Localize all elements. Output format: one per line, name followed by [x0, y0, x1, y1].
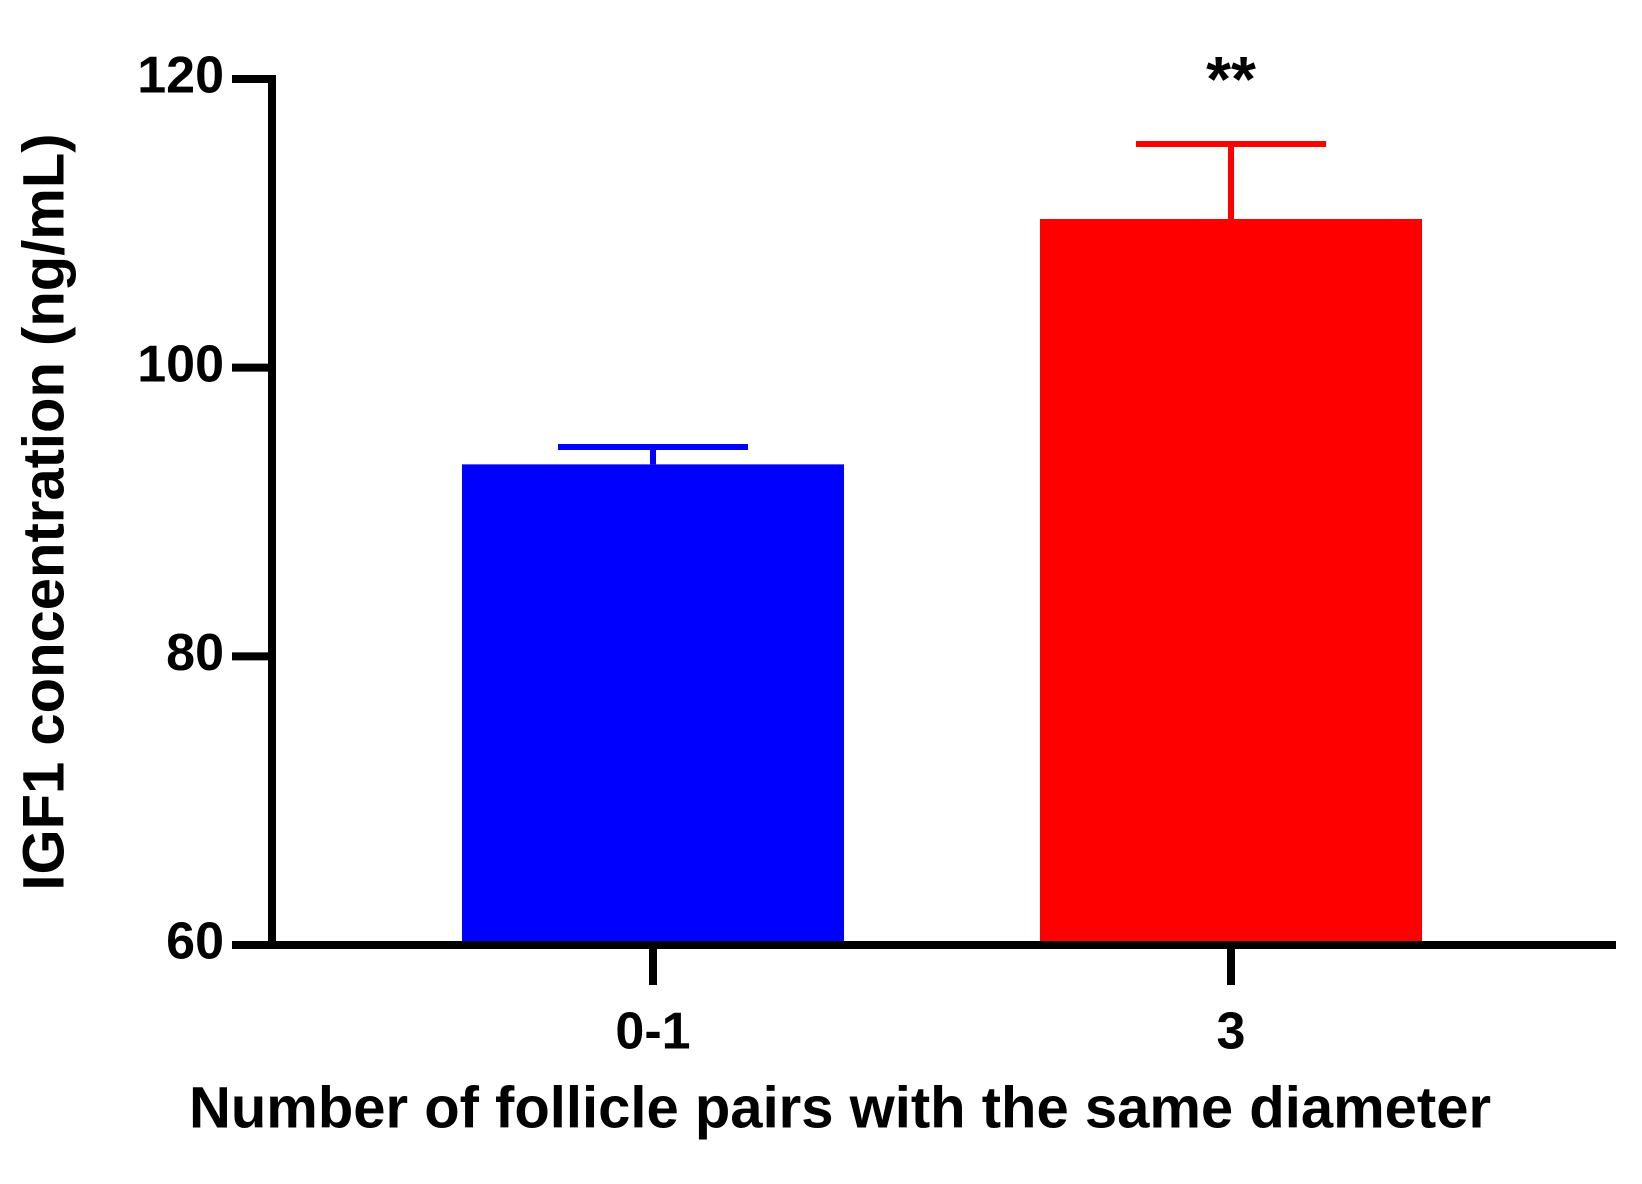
y-tick-label: 120: [137, 47, 224, 105]
x-tick-label: 0-1: [615, 1003, 690, 1061]
x-axis-label: Number of follicle pairs with the same d…: [189, 1075, 1491, 1140]
y-tick-label: 60: [166, 913, 224, 971]
y-tick-label: 100: [137, 335, 224, 393]
bar: [462, 464, 844, 945]
annotation: **: [1206, 43, 1256, 115]
y-tick-label: 80: [166, 624, 224, 682]
x-tick-label: 3: [1217, 1003, 1246, 1061]
y-axis-label: IGF1 concentration (ng/mL): [11, 133, 76, 890]
bar: [1040, 219, 1422, 946]
